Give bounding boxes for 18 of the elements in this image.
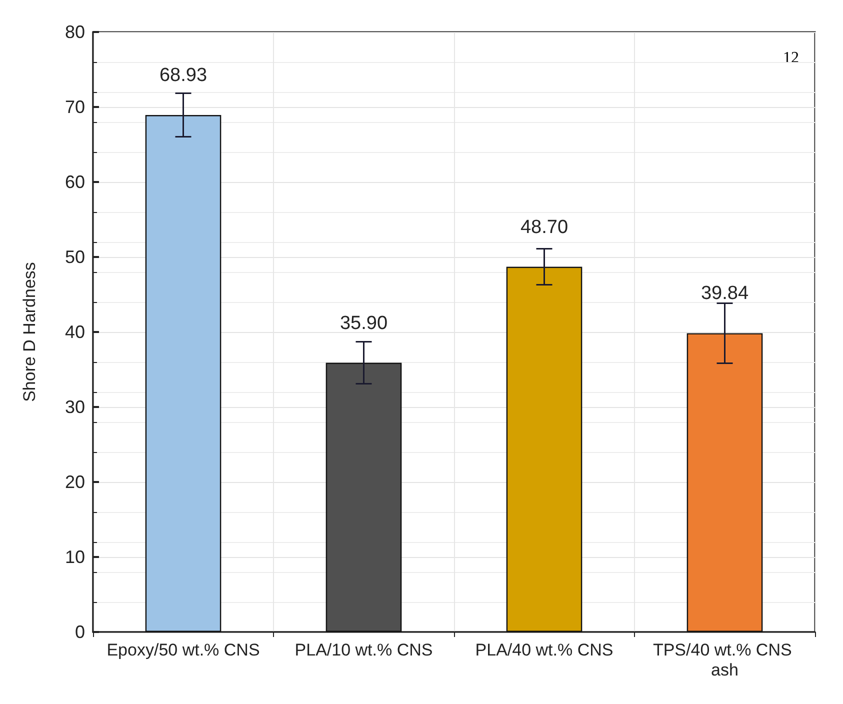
y-axis-title: Shore D Hardness <box>20 262 39 402</box>
y-tick-label: 20 <box>64 472 85 492</box>
y-tick-label: 70 <box>64 97 85 117</box>
y-tick-label: 30 <box>64 397 85 417</box>
y-tick-label: 0 <box>74 622 85 642</box>
x-tick-label: Epoxy/50 wt.% CNS <box>106 640 260 660</box>
x-tick-label: PLA/10 wt.% CNS <box>294 640 433 660</box>
y-tick-label: 50 <box>64 247 85 267</box>
x-tick-label: TPS/40 wt.% CNS ash <box>652 640 797 680</box>
y-tick-label: 10 <box>64 547 85 567</box>
data-label: 39.84 <box>700 283 749 304</box>
y-tick-label: 80 <box>64 22 85 42</box>
y-tick-label: 40 <box>64 322 85 342</box>
x-tick-label: PLA/40 wt.% CNS <box>475 640 614 660</box>
y-tick-label: 60 <box>64 172 85 192</box>
data-label: 35.90 <box>340 312 388 334</box>
data-label: 48.70 <box>520 216 568 238</box>
data-label: 68.93 <box>159 65 208 86</box>
